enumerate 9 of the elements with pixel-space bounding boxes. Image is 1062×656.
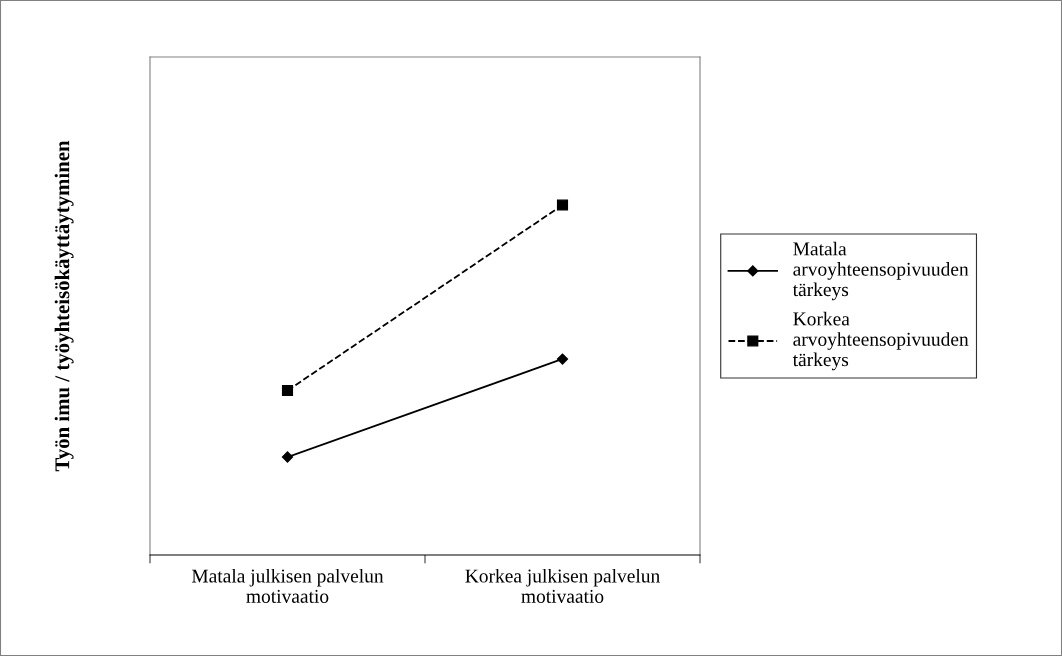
point xyxy=(281,384,294,397)
point xyxy=(556,199,569,211)
point xyxy=(556,353,569,365)
point xyxy=(281,451,294,463)
x-tick-label: Matala julkisen palvelun motivaatio xyxy=(191,568,384,603)
x-tick-label: Korkea julkisen palvelun motivaatio xyxy=(465,568,660,603)
legend-label: Korkea arvoyhteensopivuuden tärkeys xyxy=(792,311,969,371)
legend-label: Matala arvoyhteensopivuuden tärkeys xyxy=(792,241,969,301)
y-axis-title: Työn imu / työyhteisökäyttäytyminen xyxy=(54,140,74,472)
